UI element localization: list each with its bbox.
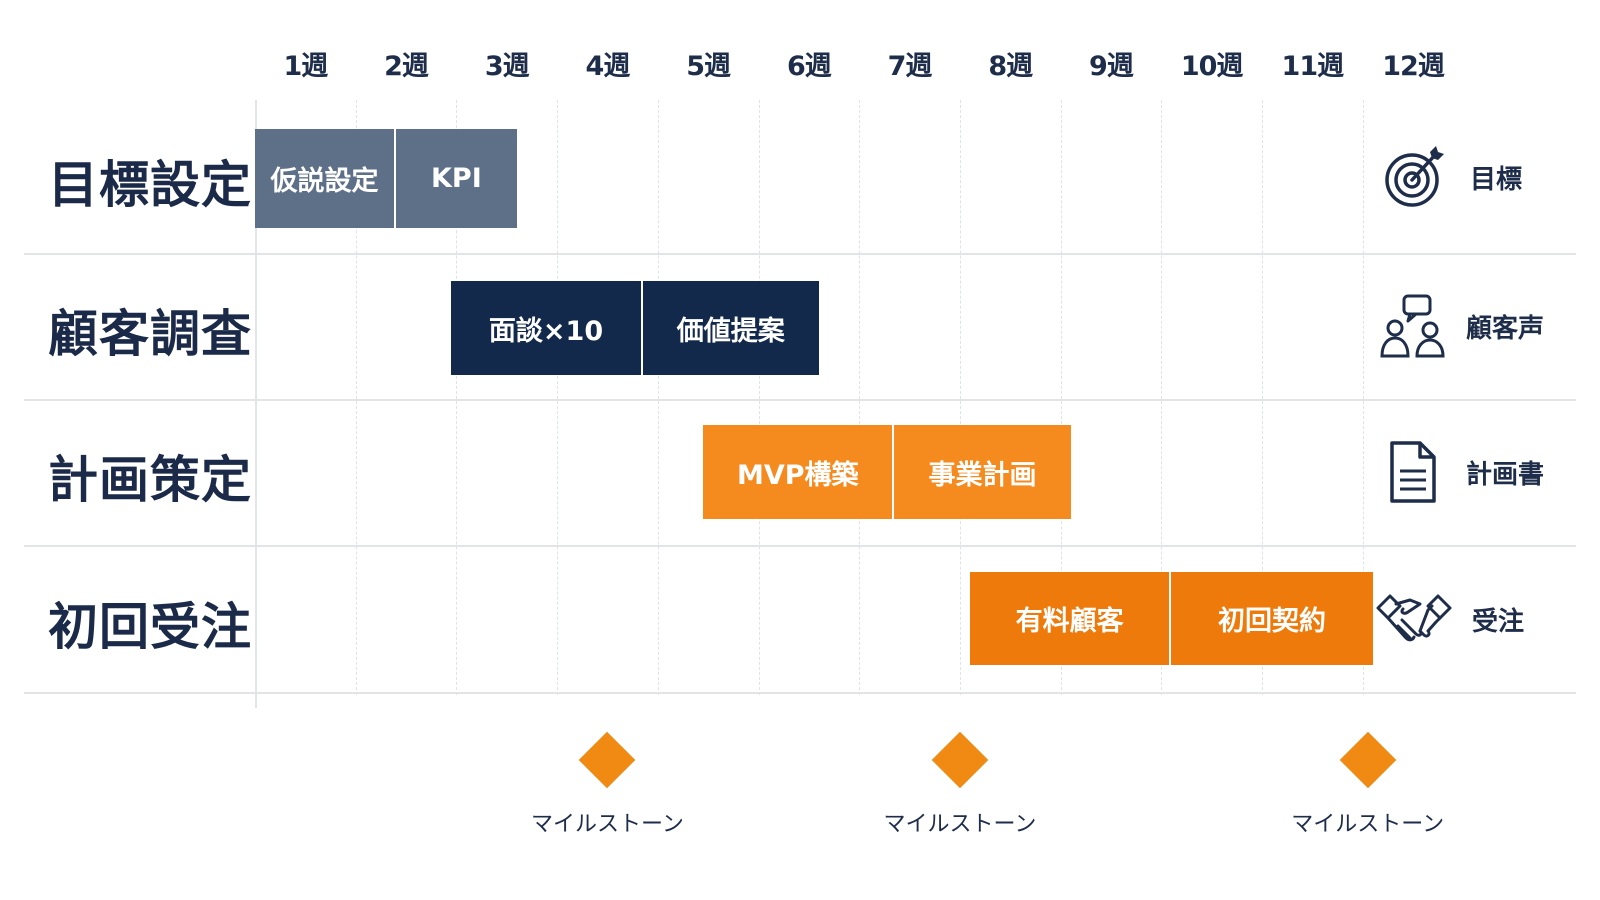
week-label: 9週 (1089, 51, 1134, 82)
week-gridline (758, 100, 760, 695)
week-gridline (1161, 100, 1163, 695)
week-label: 3週 (484, 51, 530, 82)
week-gridline (557, 100, 559, 695)
task-bar: KPI (395, 129, 517, 228)
outcome-label: 目標 (1470, 164, 1523, 195)
week-label: 2週 (384, 51, 429, 82)
week-gridline (355, 100, 357, 695)
task-bar: 有料顧客 (969, 572, 1170, 665)
week-gridline (657, 100, 659, 695)
week-label: 10週 (1180, 51, 1244, 82)
task-bar: MVP構築 (703, 425, 893, 519)
row-divider (24, 545, 1576, 547)
task-bar: 面談×10 (451, 281, 641, 375)
week-gridline (959, 100, 961, 695)
task-bar: 仮説設定 (255, 129, 394, 228)
row-divider (24, 399, 1576, 401)
week-label: 12週 (1382, 51, 1445, 82)
target-icon (1384, 142, 1446, 210)
row-divider (24, 692, 1576, 694)
milestone-diamond (579, 731, 636, 789)
row-label: 計画策定 (48, 451, 252, 509)
milestone-diamond (931, 731, 989, 789)
row-label: 目標設定 (48, 155, 252, 214)
label-divider (255, 100, 257, 708)
task-bar: 価値提案 (642, 281, 819, 375)
row-label: 顧客調査 (48, 305, 252, 363)
task-bar: 事業計画 (894, 425, 1071, 519)
week-gridline (859, 100, 861, 695)
week-label: 7週 (887, 51, 933, 82)
outcome-label: 受注 (1472, 606, 1525, 637)
week-label: 5週 (686, 51, 731, 82)
milestone-label: マイルストーン (883, 812, 1037, 837)
milestone-label: マイルストーン (1291, 812, 1445, 837)
week-label: 6週 (786, 51, 832, 82)
week-label: 8週 (988, 51, 1033, 82)
outcome-label: 計画書 (1466, 460, 1545, 490)
week-label: 4週 (585, 51, 631, 82)
document-icon (1388, 439, 1438, 505)
task-bar: 初回契約 (1171, 572, 1373, 665)
handshake-icon (1376, 588, 1452, 648)
customer-voice-icon (1380, 294, 1446, 360)
week-label: 1週 (283, 51, 328, 82)
week-gridline (456, 100, 458, 695)
week-gridline (1060, 100, 1062, 695)
week-label: 11週 (1281, 51, 1345, 82)
milestone-label: マイルストーン (530, 812, 684, 837)
milestone-diamond (1339, 731, 1397, 789)
week-gridline (1362, 100, 1364, 695)
outcome-label: 顧客声 (1466, 314, 1545, 344)
row-label: 初回受注 (48, 597, 252, 656)
row-divider (24, 253, 1576, 255)
week-gridline (1262, 100, 1263, 695)
